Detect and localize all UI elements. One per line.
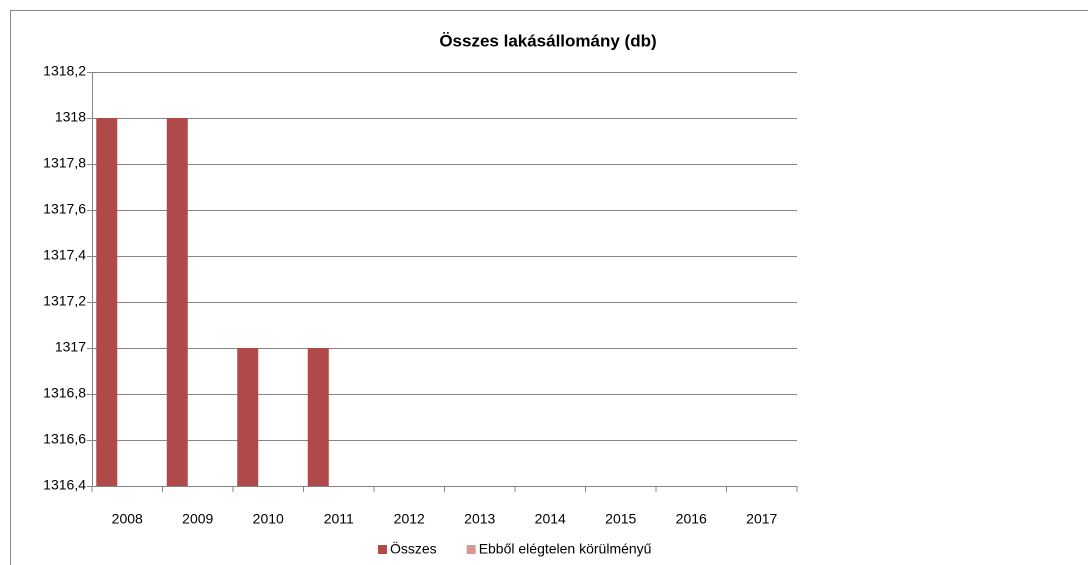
chart-border (10, 10, 1088, 565)
y-tick-label: 1317 (55, 339, 86, 355)
x-tick-label: 2008 (112, 511, 143, 527)
y-tick-label: 1317,8 (43, 155, 86, 171)
x-tick-label: 2016 (676, 511, 707, 527)
x-tick-label: 2009 (182, 511, 213, 527)
x-tick-label: 2012 (394, 511, 425, 527)
bar (166, 118, 188, 486)
y-tick-label: 1317,6 (43, 201, 86, 217)
y-tick-label: 1317,4 (43, 247, 86, 263)
x-tick-label: 2017 (746, 511, 777, 527)
y-tick-label: 1316,6 (43, 431, 86, 447)
x-tick-label: 2015 (605, 511, 636, 527)
y-tick-label: 1316,8 (43, 385, 86, 401)
x-tick-label: 2011 (324, 511, 354, 527)
legend-swatch (378, 545, 387, 554)
y-tick-label: 1318 (55, 109, 86, 125)
y-tick-label: 1317,2 (43, 293, 86, 309)
y-tick-label: 1316,4 (43, 477, 86, 493)
bar (96, 118, 118, 486)
bar (307, 348, 329, 486)
x-tick-label: 2010 (253, 511, 284, 527)
bar (237, 348, 259, 486)
legend-label: Ebből elégtelen körülményű (479, 541, 652, 557)
x-tick-label: 2014 (535, 511, 566, 527)
y-tick-label: 1318,2 (43, 63, 86, 79)
chart-title: Összes lakásállomány (db) (439, 31, 656, 50)
legend-label: Összes (390, 540, 437, 557)
x-tick-label: 2013 (464, 511, 495, 527)
legend-swatch (466, 545, 476, 554)
